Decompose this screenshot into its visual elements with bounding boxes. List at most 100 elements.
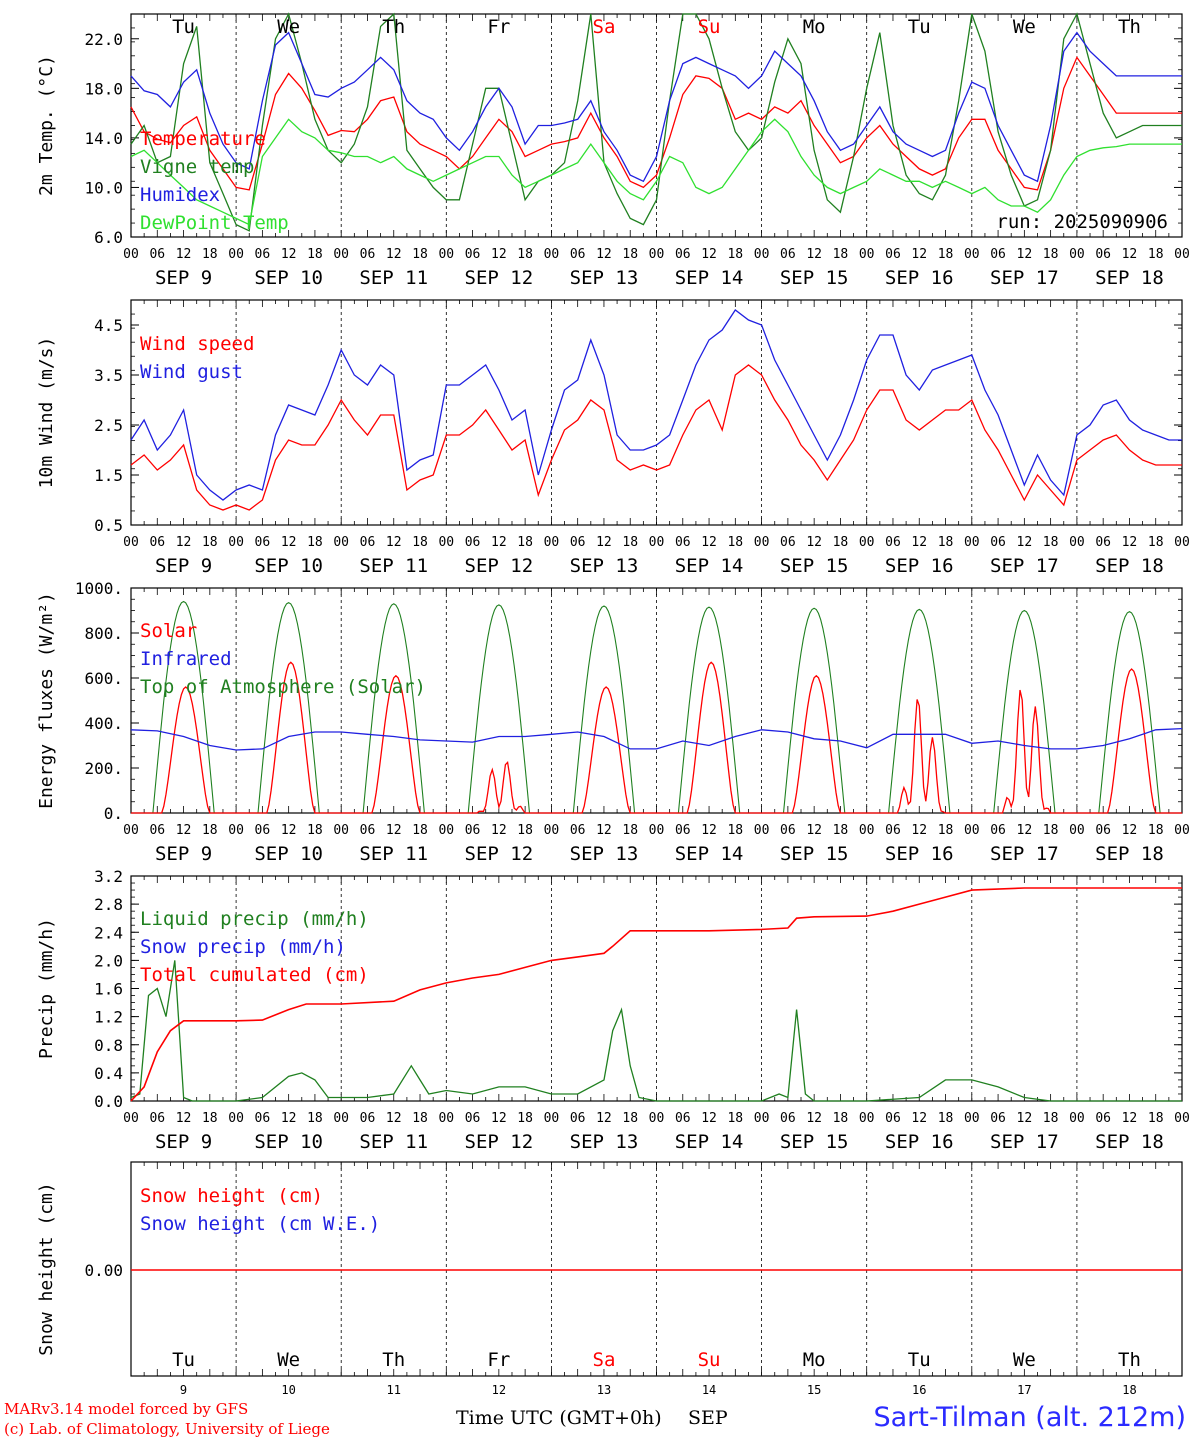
x-hour-label: 00 <box>754 247 770 262</box>
x-hour-label: 18 <box>412 823 428 838</box>
day-number: 16 <box>912 1383 926 1395</box>
day-number: 15 <box>807 1383 821 1395</box>
x-date-label: SEP 16 <box>885 555 954 577</box>
series-vigne-temp <box>130 12 1182 232</box>
plot-frame <box>130 13 1183 238</box>
x-hour-label: 12 <box>1122 247 1138 262</box>
series-wind-speed <box>130 364 1182 511</box>
x-hour-label: 12 <box>386 535 402 550</box>
x-hour-label: 18 <box>938 247 954 262</box>
x-date-label: SEP 18 <box>1095 267 1164 289</box>
day-name-top: Th <box>382 16 405 38</box>
x-hour-label: 12 <box>386 823 402 838</box>
y-tick-label: 200. <box>84 759 123 778</box>
x-hour-label: 18 <box>1043 247 1059 262</box>
day-name-top: Th <box>1118 16 1141 38</box>
day-name-top: We <box>1013 16 1036 38</box>
series-solar <box>131 661 1182 814</box>
series-humidex <box>130 31 1182 183</box>
x-hour-label: 00 <box>1069 1111 1085 1126</box>
x-hour-label: 18 <box>833 1111 849 1126</box>
day-name-top: Mo <box>803 16 826 38</box>
x-hour-label: 12 <box>1017 535 1033 550</box>
x-hour-label: 00 <box>1174 535 1190 550</box>
x-hour-label: 00 <box>1069 535 1085 550</box>
x-date-label: SEP 9 <box>155 267 212 289</box>
x-hour-label: 12 <box>806 247 822 262</box>
x-hour-label: 12 <box>911 535 927 550</box>
x-hour-label: 18 <box>307 1111 323 1126</box>
panel-2: 10m Wind (m/s) 0.5 1.5 2.5 3.5 4.5 Wind speed W… <box>36 299 1190 577</box>
x-hour-label: 12 <box>596 535 612 550</box>
x-hour-label: 06 <box>465 823 481 838</box>
x-date-label: SEP 18 <box>1095 843 1164 865</box>
x-hour-label: 18 <box>938 1111 954 1126</box>
legend-entry: Wind speed <box>140 333 254 355</box>
x-hour-label: 18 <box>622 535 638 550</box>
x-hour-label: 00 <box>964 1111 980 1126</box>
x-hour-label: 12 <box>281 535 297 550</box>
x-hour-label: 18 <box>1148 1111 1164 1126</box>
y-tick-label: 4.5 <box>94 316 123 335</box>
x-hour-label: 00 <box>754 1111 770 1126</box>
x-hour-label: 18 <box>1148 247 1164 262</box>
plot-frame <box>130 587 1183 814</box>
x-hour-label: 18 <box>1043 823 1059 838</box>
day-name-bottom: Th <box>1118 1349 1141 1371</box>
y-tick-label: 1.5 <box>94 466 123 485</box>
x-date-label: SEP 14 <box>675 843 744 865</box>
day-name-bottom: Su <box>698 1349 721 1371</box>
x-hour-label: 12 <box>1122 535 1138 550</box>
legend-entry: Total cumulated (cm) <box>140 964 369 986</box>
y-tick-label: 2.0 <box>94 951 123 970</box>
x-date-label: SEP 12 <box>465 1131 534 1153</box>
x-date-label: SEP 17 <box>990 555 1059 577</box>
x-hour-label: 00 <box>964 823 980 838</box>
x-hour-label: 18 <box>517 1111 533 1126</box>
meteogram-svg: 2m Temp. (°C) 6.0 10.0 14.0 18.0 22.0 Temperat… <box>36 12 1190 1397</box>
y-tick-label: 800. <box>84 624 123 643</box>
day-number: 10 <box>281 1383 295 1395</box>
y-tick-label: 0.5 <box>94 516 123 535</box>
day-name-top: We <box>277 16 300 38</box>
x-hour-label: 18 <box>938 535 954 550</box>
day-name-bottom: Tu <box>172 1349 195 1371</box>
x-hour-label: 12 <box>176 535 192 550</box>
x-hour-label: 12 <box>596 1111 612 1126</box>
x-hour-label: 18 <box>727 247 743 262</box>
day-number: 12 <box>492 1383 506 1395</box>
y-tick-label: 3.5 <box>94 366 123 385</box>
day-name-top: Tu <box>172 16 195 38</box>
model-credit: MARv3.14 model forced by GFS <box>4 1400 249 1418</box>
month-label: SEP <box>688 1407 728 1429</box>
x-date-label: SEP 14 <box>675 267 744 289</box>
x-date-label: SEP 9 <box>155 555 212 577</box>
day-number: 18 <box>1122 1383 1136 1395</box>
y-tick-label: 0.00 <box>84 1261 123 1280</box>
x-hour-label: 06 <box>675 1111 691 1126</box>
x-hour-label: 06 <box>360 535 376 550</box>
x-date-label: SEP 12 <box>465 555 534 577</box>
x-hour-label: 12 <box>596 823 612 838</box>
legend-entry: Temperature <box>140 128 266 150</box>
x-date-label: SEP 10 <box>254 843 323 865</box>
x-hour-label: 18 <box>1148 535 1164 550</box>
day-name-bottom: Th <box>382 1349 405 1371</box>
x-hour-label: 06 <box>149 823 165 838</box>
x-hour-label: 18 <box>517 823 533 838</box>
time-axis-label: Time UTC (GMT+0h) <box>456 1407 662 1429</box>
x-hour-label: 00 <box>1069 823 1085 838</box>
y-tick-label: 18.0 <box>84 79 123 98</box>
x-hour-label: 06 <box>780 823 796 838</box>
x-hour-label: 00 <box>649 823 665 838</box>
x-hour-label: 00 <box>333 823 349 838</box>
x-hour-label: 00 <box>859 823 875 838</box>
x-hour-label: 06 <box>990 823 1006 838</box>
x-date-label: SEP 11 <box>359 267 428 289</box>
x-hour-label: 12 <box>701 247 717 262</box>
y-tick-label: 1.2 <box>94 1008 123 1027</box>
x-date-label: SEP 13 <box>570 843 639 865</box>
day-name-top: Su <box>698 16 721 38</box>
x-hour-label: 06 <box>570 1111 586 1126</box>
y-tick-label: 600. <box>84 669 123 688</box>
